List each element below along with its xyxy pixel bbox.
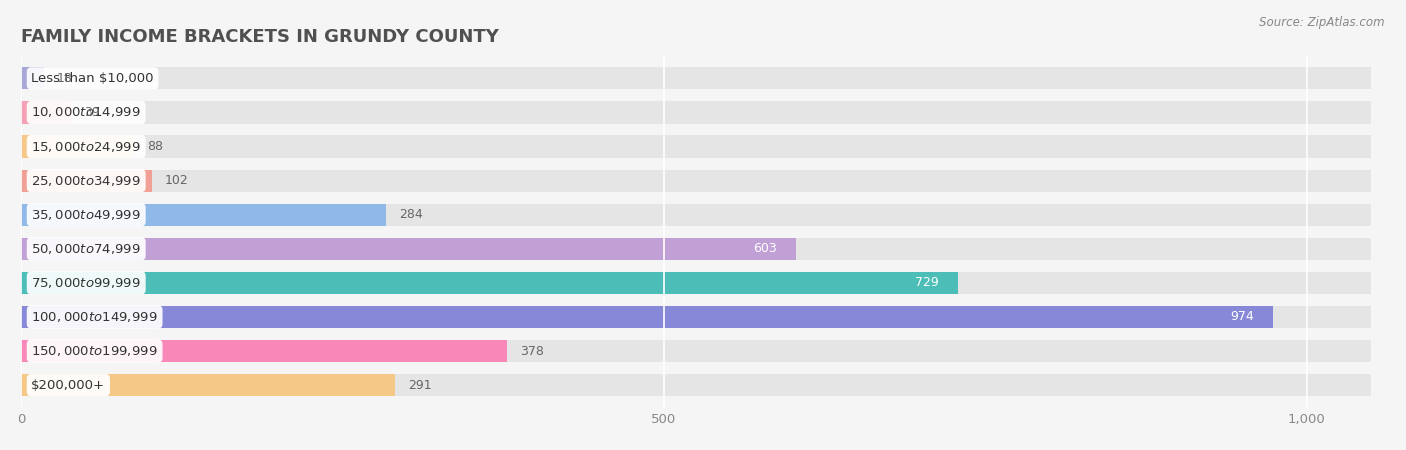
Text: $10,000 to $14,999: $10,000 to $14,999 (31, 105, 141, 120)
Text: $35,000 to $49,999: $35,000 to $49,999 (31, 208, 141, 222)
Text: 39: 39 (84, 106, 100, 119)
Bar (21, 135, 1371, 157)
Bar (21, 340, 1371, 362)
Bar (21, 306, 1274, 328)
Text: $25,000 to $34,999: $25,000 to $34,999 (31, 174, 141, 188)
Text: Source: ZipAtlas.com: Source: ZipAtlas.com (1260, 16, 1385, 29)
Text: 291: 291 (408, 378, 432, 392)
Text: 284: 284 (399, 208, 423, 221)
Bar (21, 135, 134, 157)
Text: 102: 102 (165, 174, 188, 187)
Bar (21, 340, 508, 362)
Bar (21, 68, 44, 90)
Bar (21, 68, 1371, 90)
Bar (21, 374, 1371, 396)
Text: 603: 603 (754, 242, 778, 255)
Text: 729: 729 (915, 276, 939, 289)
Text: 974: 974 (1230, 310, 1254, 324)
Text: FAMILY INCOME BRACKETS IN GRUNDY COUNTY: FAMILY INCOME BRACKETS IN GRUNDY COUNTY (21, 28, 499, 46)
Bar (21, 272, 959, 294)
Text: $50,000 to $74,999: $50,000 to $74,999 (31, 242, 141, 256)
Bar (21, 170, 1371, 192)
Text: $100,000 to $149,999: $100,000 to $149,999 (31, 310, 157, 324)
Text: 378: 378 (520, 345, 544, 357)
Text: $75,000 to $99,999: $75,000 to $99,999 (31, 276, 141, 290)
Bar (21, 204, 387, 226)
Bar (21, 374, 395, 396)
Text: 88: 88 (148, 140, 163, 153)
Bar (21, 170, 152, 192)
Text: $150,000 to $199,999: $150,000 to $199,999 (31, 344, 157, 358)
Text: $200,000+: $200,000+ (31, 378, 105, 392)
Bar (21, 272, 1371, 294)
Bar (21, 204, 1371, 226)
Bar (21, 101, 72, 124)
Bar (21, 306, 1371, 328)
Text: 18: 18 (58, 72, 73, 85)
Bar (21, 238, 796, 260)
Text: Less than $10,000: Less than $10,000 (31, 72, 153, 85)
Bar (21, 238, 1371, 260)
Text: $15,000 to $24,999: $15,000 to $24,999 (31, 140, 141, 153)
Bar (21, 101, 1371, 124)
